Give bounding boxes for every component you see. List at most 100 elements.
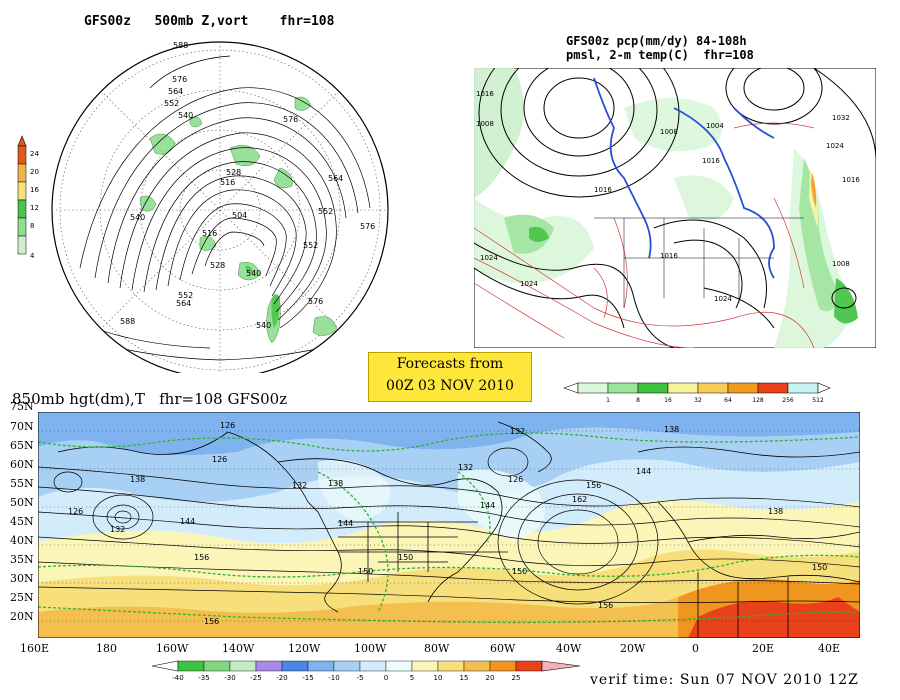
- polar-500mb-map: 588 576 564 552 540 576 564 552 576 528 …: [51, 41, 389, 373]
- 850-contour-label: 156: [194, 553, 209, 562]
- 850-contour-label: 144: [636, 467, 651, 476]
- lon-label: 160W: [156, 642, 189, 655]
- pcp-label: 512: [812, 397, 824, 404]
- polar-contour-label: 564: [328, 174, 343, 183]
- polar-contour-label: 576: [172, 75, 187, 84]
- polar-contour-label: 576: [308, 297, 323, 306]
- polar-contour-label: 552: [318, 207, 333, 216]
- temp-label: -20: [276, 674, 287, 682]
- 850-contour-label: 132: [292, 481, 307, 490]
- verification-time: verif time: Sun 07 NOV 2010 12Z: [590, 672, 859, 688]
- vort-label-12: 12: [30, 204, 39, 212]
- isobar-label: 1024: [520, 280, 538, 288]
- forecast-init-box: Forecasts from 00Z 03 NOV 2010: [368, 352, 532, 402]
- 850mb-map-title: 850mb hgt(dm),T fhr=108 GFS00z: [12, 390, 288, 408]
- polar-contour-label: 540: [130, 213, 145, 222]
- isobar-label: 1016: [842, 176, 860, 184]
- 850-contour-label: 138: [328, 479, 343, 488]
- lon-label: 100W: [354, 642, 387, 655]
- 850-contour-label: 138: [664, 425, 679, 434]
- 850-contour-label: 144: [480, 501, 495, 510]
- 850-contour-label: 126: [212, 455, 227, 464]
- lat-label: 75N: [10, 400, 34, 413]
- 850-contour-label: 126: [220, 421, 235, 430]
- 850-contour-label: 156: [586, 481, 601, 490]
- temp-label: 10: [434, 674, 443, 682]
- isobar-label: 1016: [476, 90, 494, 98]
- temp-label: 0: [384, 674, 388, 682]
- polar-contour-label: 528: [226, 168, 241, 177]
- lat-label: 50N: [10, 496, 34, 509]
- pcp-label: 32: [694, 397, 702, 404]
- isobar-label: 1024: [826, 142, 844, 150]
- pcp-label: 256: [782, 397, 794, 404]
- polar-contour-label: 552: [303, 241, 318, 250]
- pcp-label: 128: [752, 397, 764, 404]
- lat-label: 40N: [10, 534, 34, 547]
- temp-label: -5: [357, 674, 364, 682]
- isobar-label: 1016: [594, 186, 612, 194]
- lon-label: 180: [96, 642, 117, 655]
- 850-contour-label: 126: [508, 475, 523, 484]
- lon-label: 140W: [222, 642, 255, 655]
- polar-contour-label: 540: [178, 111, 193, 120]
- 850-contour-label: 144: [338, 519, 353, 528]
- lon-label: 20W: [620, 642, 646, 655]
- 850-contour-label: 138: [768, 507, 783, 516]
- polar-contour-label: 540: [246, 269, 261, 278]
- temp-label: -30: [224, 674, 235, 682]
- isobar-label: 1016: [660, 252, 678, 260]
- pcp-map-title-line2: pmsl, 2-m temp(C) fhr=108: [566, 48, 754, 62]
- lon-label: 0: [692, 642, 699, 655]
- polar-contour-label: 540: [256, 321, 271, 330]
- lon-label: 40E: [818, 642, 841, 655]
- temp-label: -15: [302, 674, 313, 682]
- 850-contour-label: 144: [180, 517, 195, 526]
- lat-label: 45N: [10, 515, 34, 528]
- polar-contour-label: 504: [232, 211, 247, 220]
- lat-label: 25N: [10, 591, 34, 604]
- temperature-colorbar: -40 -35 -30 -25 -20 -15 -10 -5 0 5 10 15…: [151, 660, 581, 682]
- lon-label: 80W: [424, 642, 450, 655]
- pcp-label: 64: [724, 397, 732, 404]
- temp-label: -40: [172, 674, 183, 682]
- 850-contour-label: 156: [598, 601, 613, 610]
- isobar-label: 1008: [832, 260, 850, 268]
- 850-contour-label: 132: [510, 427, 525, 436]
- pcp-label: 16: [664, 397, 672, 404]
- polar-contour-label: 588: [173, 41, 188, 50]
- temp-label: 5: [410, 674, 414, 682]
- temp-label: -10: [328, 674, 339, 682]
- vort-label-16: 16: [30, 186, 39, 194]
- forecast-init-line2: 00Z 03 NOV 2010: [386, 378, 514, 394]
- 850-contour-label: 132: [458, 463, 473, 472]
- isobar-label: 1004: [706, 122, 724, 130]
- 850-contour-label: 132: [110, 525, 125, 534]
- isobar-label: 1024: [714, 295, 732, 303]
- isobar-label: 1024: [480, 254, 498, 262]
- pcp-map-title-line1: GFS00z pcp(mm/dy) 84-108h: [566, 34, 747, 48]
- 850-contour-label: 150: [512, 567, 527, 576]
- vort-label-24: 24: [30, 150, 39, 158]
- polar-contour-label: 552: [178, 291, 193, 300]
- 850-contour-label: 150: [398, 553, 413, 562]
- polar-contour-label: 516: [202, 229, 217, 238]
- temp-label: 20: [486, 674, 495, 682]
- temp-label: 15: [460, 674, 469, 682]
- 850-contour-label: 150: [812, 563, 827, 572]
- lon-label: 20E: [752, 642, 775, 655]
- polar-contour-label: 564: [168, 87, 183, 96]
- lat-label: 65N: [10, 439, 34, 452]
- pcp-label: 1: [606, 397, 610, 404]
- temp-label: 25: [512, 674, 521, 682]
- polar-contour-label: 516: [220, 178, 235, 187]
- lat-label: 70N: [10, 420, 34, 433]
- vorticity-colorbar: 24 20 16 12 8 4: [17, 135, 39, 260]
- polar-contour-label: 528: [210, 261, 225, 270]
- isobar-label: 1016: [702, 157, 720, 165]
- polar-contour-label: 564: [176, 299, 191, 308]
- lon-label: 60W: [490, 642, 516, 655]
- vort-label-20: 20: [30, 168, 39, 176]
- longitude-axis: 160E 180 160W 140W 120W 100W 80W 60W 40W…: [20, 642, 870, 658]
- lat-label: 35N: [10, 553, 34, 566]
